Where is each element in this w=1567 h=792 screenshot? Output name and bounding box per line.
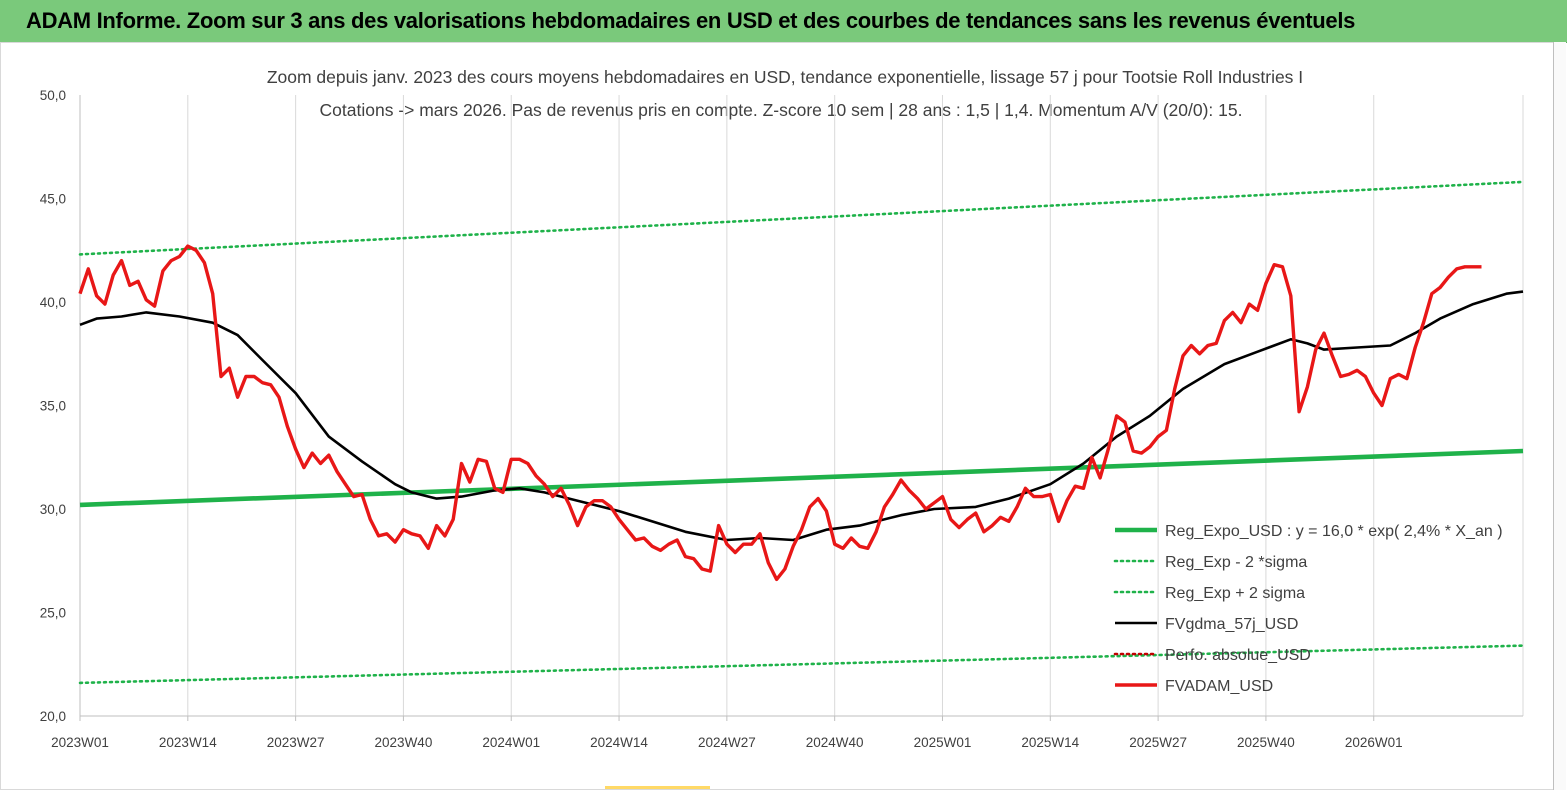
x-tick-label: 2025W14 <box>1021 735 1079 750</box>
legend-label: FVADAM_USD <box>1165 678 1273 695</box>
y-axis-ticks: 20,0 25,0 30,0 35,0 40,0 45,0 50,0 <box>40 88 66 724</box>
y-tick-label: 30,0 <box>40 502 66 517</box>
series-line-reg-exp-2-sigma <box>78 180 1525 256</box>
series-lines <box>78 180 1525 685</box>
x-axis-ticks: 2023W01 2023W14 2023W27 2023W40 2024W01 2024W… <box>51 716 1403 750</box>
legend-label: Perfo. absolue_USD <box>1165 647 1311 664</box>
x-tick-label: 2023W27 <box>267 735 325 750</box>
x-tick-label: 2025W01 <box>914 735 972 750</box>
x-tick-label: 2023W01 <box>51 735 109 750</box>
legend-label: Reg_Exp + 2 sigma <box>1165 585 1305 602</box>
y-tick-label: 45,0 <box>40 192 66 207</box>
y-tick-label: 20,0 <box>40 709 66 724</box>
y-tick-label: 40,0 <box>40 295 66 310</box>
gridlines <box>79 95 1524 717</box>
chart-subtitle: Cotations -> mars 2026. Pas de revenus p… <box>320 100 1243 120</box>
legend-label: Reg_Expo_USD : y = 16,0 * exp( 2,4% * X_… <box>1165 523 1503 540</box>
series-line-fvgdma-57j-usd <box>79 290 1524 542</box>
series-line-reg-expo-usd-y-16-0-exp-2-4-x-an <box>79 448 1524 508</box>
series-line-fvadam-usd <box>78 244 1482 582</box>
x-tick-label: 2025W40 <box>1237 735 1295 750</box>
legend: Reg_Expo_USD : y = 16,0 * exp( 2,4% * X_… <box>1113 523 1503 695</box>
x-tick-label: 2023W40 <box>375 735 433 750</box>
report-header: ADAM Informe. Zoom sur 3 ans des valoris… <box>0 0 1567 43</box>
x-tick-label: 2025W27 <box>1129 735 1187 750</box>
x-tick-label: 2024W14 <box>590 735 648 750</box>
series-line-reg-exp-2-sigma <box>78 644 1525 685</box>
report-title: ADAM Informe. Zoom sur 3 ans des valoris… <box>26 8 1356 33</box>
bottom-accent-mark <box>605 786 710 789</box>
y-tick-label: 25,0 <box>40 606 66 621</box>
x-tick-label: 2024W27 <box>698 735 756 750</box>
x-tick-label: 2024W40 <box>806 735 864 750</box>
vertical-scrollbar[interactable] <box>1553 42 1566 790</box>
y-tick-label: 50,0 <box>40 88 66 103</box>
x-tick-label: 2024W01 <box>482 735 540 750</box>
legend-label: Reg_Exp - 2 *sigma <box>1165 554 1307 571</box>
legend-label: FVgdma_57j_USD <box>1165 616 1298 633</box>
y-tick-label: 35,0 <box>40 399 66 414</box>
x-tick-label: 2026W01 <box>1345 735 1403 750</box>
x-tick-label: 2023W14 <box>159 735 217 750</box>
chart-title: Zoom depuis janv. 2023 des cours moyens … <box>267 67 1303 87</box>
